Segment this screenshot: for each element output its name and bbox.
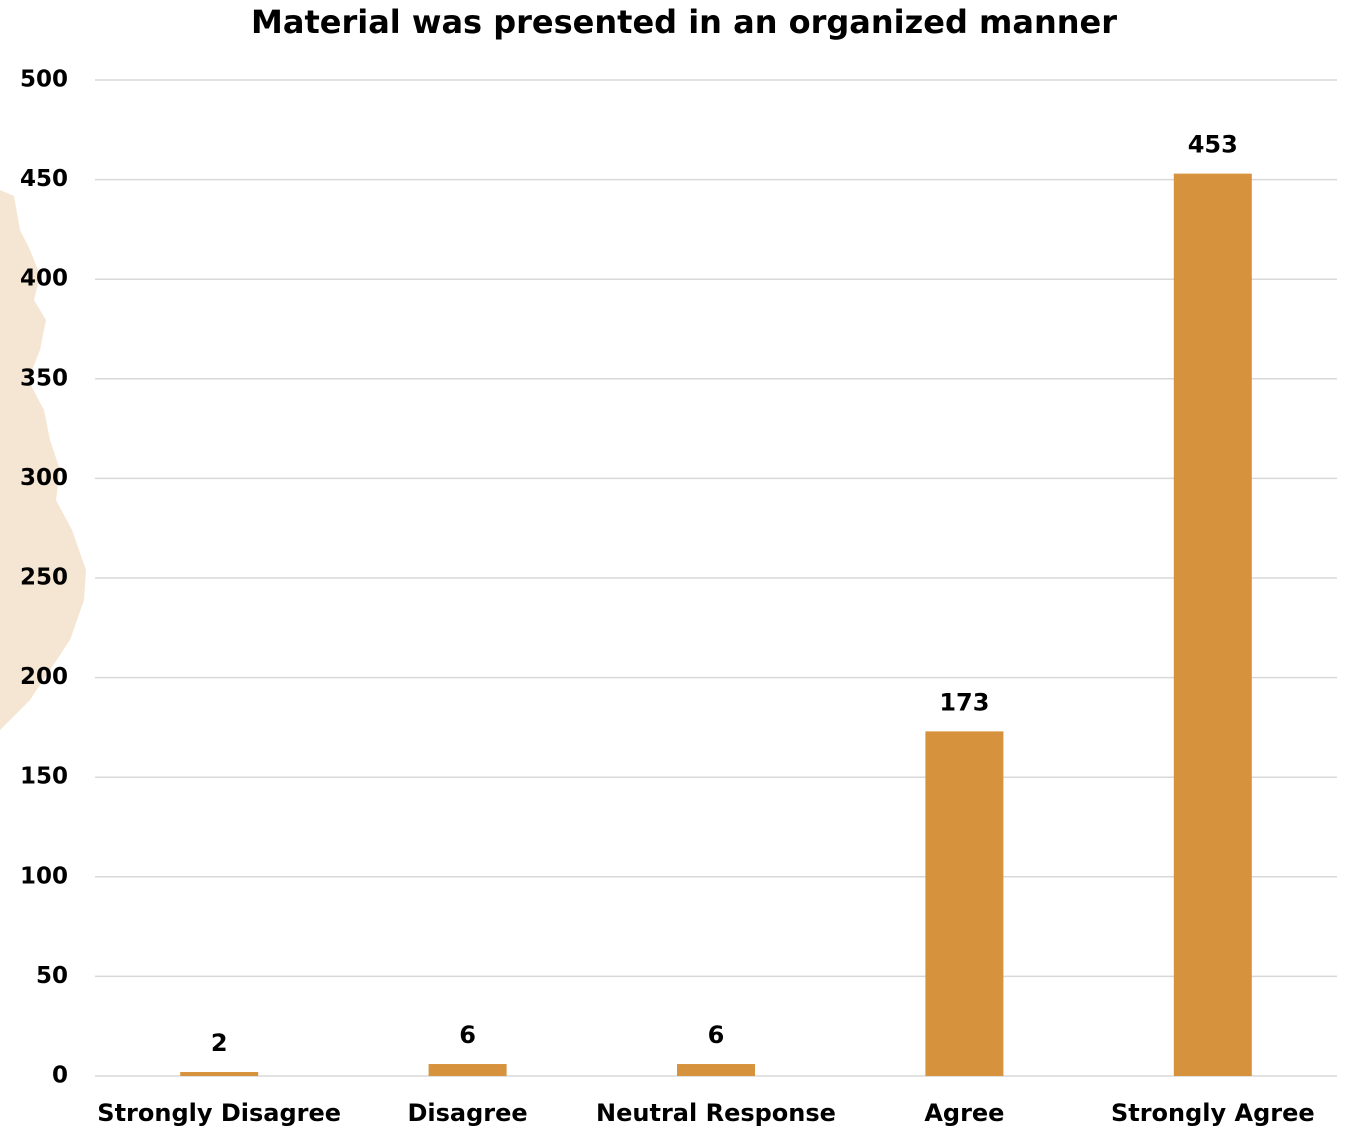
y-tick-label: 200 [20, 664, 68, 690]
x-tick-label: Agree [924, 1099, 1004, 1127]
data-label: 2 [211, 1029, 228, 1057]
bar [1173, 173, 1252, 1076]
y-tick-label: 0 [52, 1063, 68, 1089]
data-label: 6 [459, 1021, 476, 1049]
data-label: 6 [708, 1021, 725, 1049]
y-tick-label: 400 [20, 266, 68, 292]
bar [677, 1064, 755, 1076]
x-tick-label: Disagree [407, 1099, 527, 1127]
chart-title: Material was presented in an organized m… [251, 3, 1117, 41]
y-tick-label: 50 [36, 963, 68, 989]
y-tick-label: 350 [20, 365, 68, 391]
y-tick-label: 250 [20, 565, 68, 591]
x-tick-label: Neutral Response [596, 1099, 836, 1127]
x-tick-label: Strongly Agree [1111, 1099, 1315, 1127]
bar [180, 1072, 259, 1076]
y-tick-label: 150 [20, 764, 68, 790]
y-tick-label: 500 [20, 67, 68, 93]
data-label: 173 [939, 688, 989, 716]
data-label: 453 [1188, 131, 1238, 159]
bar [925, 731, 1004, 1076]
background-decoration [0, 190, 86, 730]
y-tick-label: 300 [20, 465, 68, 491]
y-tick-label: 450 [20, 166, 68, 192]
x-tick-label: Strongly Disagree [97, 1099, 341, 1127]
y-tick-label: 100 [20, 863, 68, 889]
bar [428, 1064, 507, 1076]
